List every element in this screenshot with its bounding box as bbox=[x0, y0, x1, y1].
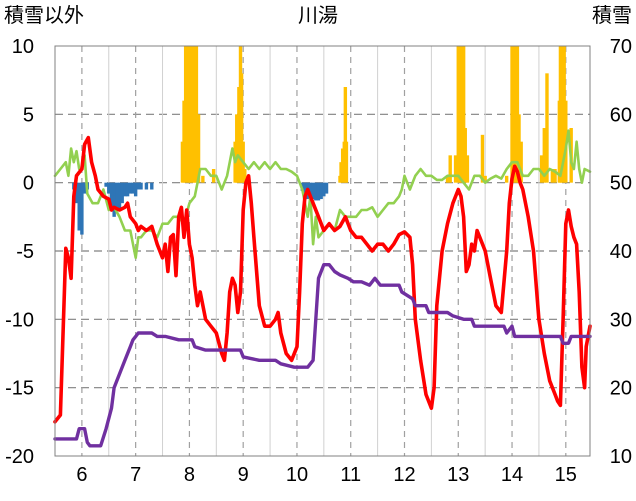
right-tick-label: 60 bbox=[610, 104, 632, 126]
precip-bar bbox=[316, 182, 321, 201]
precip-bar bbox=[324, 182, 329, 194]
left-tick-label: -20 bbox=[5, 446, 34, 468]
left-tick-label: -10 bbox=[5, 309, 34, 331]
right-axis-ticks: 70 60 50 40 30 20 10 bbox=[610, 36, 632, 468]
precip-bar bbox=[139, 182, 143, 190]
precip-bar bbox=[311, 182, 315, 200]
snowfall-bar bbox=[504, 175, 509, 183]
snowfall-bar bbox=[483, 175, 487, 183]
right-tick-label: 30 bbox=[610, 309, 632, 331]
right-tick-label: 70 bbox=[610, 36, 632, 58]
snow_depth-line bbox=[53, 263, 592, 448]
snowfall-bar bbox=[463, 128, 467, 183]
precip-bar bbox=[117, 182, 122, 210]
snowfall-bar bbox=[542, 128, 546, 183]
precip-bar bbox=[80, 182, 84, 235]
left-tick-label: -15 bbox=[5, 378, 34, 400]
x-tick-label: 7 bbox=[130, 464, 141, 486]
snowfall-bar bbox=[461, 46, 466, 183]
left-tick-label: 5 bbox=[23, 104, 34, 126]
x-tick-label: 10 bbox=[286, 464, 308, 486]
precip-bar bbox=[131, 182, 135, 194]
snowfall-bar bbox=[445, 175, 450, 183]
plot-frame bbox=[54, 45, 591, 457]
x-tick-label: 9 bbox=[238, 464, 249, 486]
left-tick-label: -5 bbox=[16, 241, 34, 263]
snowfall-bar bbox=[517, 114, 521, 183]
snowfall-bar bbox=[560, 46, 564, 183]
chart-title: 川湯 bbox=[298, 3, 338, 27]
right-axis-label: 積雪 bbox=[592, 3, 632, 27]
precip-bar bbox=[133, 182, 138, 197]
precip-bar bbox=[74, 182, 79, 204]
x-tick-label: 14 bbox=[501, 464, 523, 486]
snowfall-bar bbox=[201, 175, 205, 183]
snowfall-bar bbox=[519, 141, 523, 183]
precip-bar bbox=[125, 182, 130, 197]
snowfall-bar bbox=[465, 155, 470, 183]
right-tick-label: 50 bbox=[610, 173, 632, 195]
snowfall-bar bbox=[511, 46, 516, 183]
x-tick-label: 8 bbox=[184, 464, 195, 486]
snowfall-bar bbox=[189, 46, 193, 183]
x-tick-label: 12 bbox=[393, 464, 415, 486]
snowfall-bar bbox=[480, 134, 485, 183]
precip-bar bbox=[128, 182, 132, 194]
x-tick-label: 13 bbox=[447, 464, 469, 486]
precip-bar bbox=[319, 182, 323, 200]
precip-bar bbox=[107, 182, 111, 194]
snowfall-bar bbox=[194, 46, 199, 183]
left-tick-label: 10 bbox=[12, 36, 34, 58]
precip-bar bbox=[136, 182, 141, 190]
precip-bar bbox=[109, 182, 114, 208]
x-tick-label: 11 bbox=[340, 464, 361, 486]
snowfall-bar bbox=[539, 155, 544, 183]
right-tick-label: 10 bbox=[610, 446, 632, 468]
snowfall-bar bbox=[553, 169, 557, 183]
precip-bar bbox=[104, 182, 108, 187]
left-tick-label: 0 bbox=[23, 173, 34, 195]
precip-bar bbox=[77, 182, 81, 231]
precip-bar bbox=[120, 182, 124, 204]
snowfall-bar bbox=[243, 169, 247, 183]
x-axis-ticks: 6 7 8 9 10 11 12 13 14 15 bbox=[76, 464, 577, 486]
x-tick-label: 15 bbox=[555, 464, 577, 486]
precip-bar bbox=[144, 182, 149, 190]
precip-bar bbox=[314, 182, 318, 201]
snowfall-bar bbox=[196, 114, 201, 183]
snowfall-bar bbox=[183, 46, 188, 183]
precip-bar bbox=[82, 182, 87, 194]
left-axis-label: 積雪以外 bbox=[4, 3, 84, 27]
precip-bar bbox=[123, 182, 127, 197]
snowfall-bar bbox=[545, 73, 549, 183]
precip-bar bbox=[150, 182, 154, 190]
precip-bar bbox=[115, 182, 119, 208]
dewpoint-line bbox=[53, 129, 592, 260]
snowfall-bar bbox=[453, 155, 458, 183]
right-tick-label: 40 bbox=[610, 241, 632, 263]
temperature-line bbox=[53, 135, 592, 424]
right-tick-label: 20 bbox=[610, 378, 632, 400]
snowfall-bar bbox=[550, 169, 555, 183]
snowfall-bar bbox=[448, 155, 452, 183]
left-axis-ticks: 10 5 0 -5 -10 -15 -20 bbox=[5, 36, 34, 468]
precip-bar bbox=[112, 182, 116, 217]
snowfall-bar bbox=[239, 73, 244, 183]
precip-bar bbox=[322, 182, 326, 197]
x-tick-label: 6 bbox=[76, 464, 87, 486]
series-lines bbox=[53, 129, 592, 448]
precip-bar bbox=[308, 182, 313, 200]
precip-bar bbox=[303, 182, 307, 197]
snowfall-bar bbox=[343, 87, 348, 183]
snowfall-bar bbox=[344, 141, 349, 183]
snowfall-bar bbox=[458, 46, 462, 183]
